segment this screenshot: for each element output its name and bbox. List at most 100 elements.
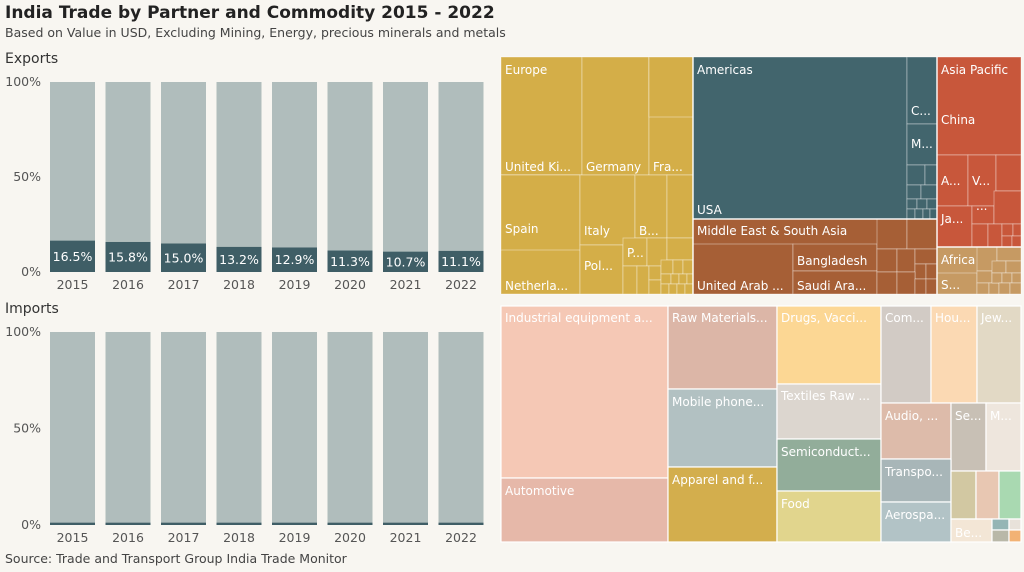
exports-value-label: 11.1% (441, 254, 481, 269)
exports-bar-bg (216, 82, 262, 272)
imports-bar (383, 522, 428, 525)
cell-small-5[interactable] (1008, 518, 1022, 531)
exports-xtick: 2020 (334, 277, 366, 292)
imports-xtick: 2022 (445, 530, 477, 545)
commodity-treemap (500, 305, 1022, 543)
imports-bar (161, 522, 206, 525)
exports-bar (383, 251, 428, 272)
exports-value-label: 15.0% (164, 250, 204, 265)
region-africa[interactable] (936, 246, 1022, 295)
source-note: Source: Trade and Transport Group India … (5, 551, 347, 566)
cell-industrial-equipment[interactable] (500, 305, 669, 479)
cell-small-2[interactable] (975, 470, 1000, 520)
label-food: Food (781, 497, 810, 511)
exports-bar (438, 250, 484, 272)
cell-aerospace[interactable] (880, 501, 952, 543)
imports-bar-bg (216, 332, 262, 525)
cell-m[interactable] (985, 402, 1022, 472)
imports-xtick: 2017 (168, 530, 200, 545)
imports-xtick: 2016 (112, 530, 144, 545)
imports-xtick: 2020 (334, 530, 366, 545)
exports-bar-bg (327, 82, 373, 272)
imports-bar-bg (383, 332, 428, 525)
cell-small-1[interactable] (950, 470, 977, 520)
label-germany: Germany (586, 160, 641, 174)
label-industrial-equipment: Industrial equipment a... (505, 311, 653, 325)
exports-bar-bg (161, 82, 206, 272)
exports-bar (50, 240, 95, 272)
region-americas[interactable] (692, 56, 938, 220)
exports-section-title: Exports (5, 51, 59, 67)
exports-xtick: 2021 (390, 277, 422, 292)
exports-bar-bg (50, 82, 95, 272)
exports-xtick: 2016 (112, 277, 144, 292)
cell-audio[interactable] (880, 402, 952, 460)
imports-xtick: 2021 (390, 530, 422, 545)
cell-small-6[interactable] (991, 529, 1010, 543)
label-americas: Americas (697, 63, 753, 77)
cell-small-4[interactable] (991, 518, 1010, 531)
label-uae: United Arab ... (697, 279, 784, 293)
cell-drugs-vaccines[interactable] (776, 305, 882, 385)
label-transport: Transpo... (884, 465, 943, 479)
exports-ytick: 50% (13, 169, 41, 184)
cell-food[interactable] (776, 490, 882, 543)
bar-charts: 0% 50% 100% 16.5% 2015 15.8% 2016 15.0% 2017 13.2… (5, 74, 484, 545)
exports-xtick: 2017 (168, 277, 200, 292)
label-middle-east-south-asia: Middle East & South Asia (697, 224, 847, 238)
exports-bar (327, 250, 373, 272)
exports-ytick: 0% (21, 264, 41, 279)
cell-automotive[interactable] (500, 477, 669, 543)
imports-bar-bg (105, 332, 151, 525)
label-jewelry: Jew... (980, 311, 1012, 325)
exports-bar (216, 246, 262, 272)
cell-small-3[interactable] (998, 470, 1022, 520)
cell-apparel[interactable] (667, 466, 778, 543)
label-netherlands: Netherla... (505, 279, 568, 293)
exports-value-label: 13.2% (219, 252, 259, 267)
exports-xtick: 2018 (223, 277, 255, 292)
label-poland: Pol... (584, 259, 613, 273)
imports-xtick: 2015 (57, 530, 89, 545)
label-drugs-vaccines: Drugs, Vacci... (781, 311, 867, 325)
label-australia: A... (941, 174, 960, 188)
exports-bar-bg (383, 82, 428, 272)
imports-bar-bg (161, 332, 206, 525)
label-asia-pacific: Asia Pacific (941, 63, 1008, 77)
label-m: M... (990, 409, 1012, 423)
label-south-africa: S... (941, 278, 960, 292)
imports-ytick: 100% (5, 324, 41, 339)
cell-small-7[interactable] (1008, 529, 1022, 543)
imports-bar (438, 522, 484, 525)
label-audio: Audio, ... (885, 409, 938, 423)
label-belgium: B... (639, 224, 659, 238)
imports-bar (327, 522, 373, 525)
label-saudi-arabia: Saudi Ara... (797, 279, 866, 293)
exports-bar (161, 243, 206, 272)
label-china: China (941, 113, 975, 127)
imports-bar (105, 522, 151, 525)
label-semiconductors: Semiconduct... (781, 445, 871, 459)
region-asia-pacific[interactable] (936, 56, 1022, 248)
cell-raw-materials[interactable] (667, 305, 778, 390)
label-automotive: Automotive (505, 484, 574, 498)
imports-bar (50, 522, 95, 525)
label-bangladesh: Bangladesh (797, 254, 867, 268)
region-middle-east-south-asia[interactable] (692, 218, 938, 295)
cell-transport[interactable] (880, 458, 952, 503)
imports-bar-bg (438, 332, 484, 525)
exports-xtick: 2019 (279, 277, 311, 292)
cell-household[interactable] (930, 305, 978, 404)
label-usa: USA (697, 203, 723, 217)
exports-xtick: 2015 (57, 277, 89, 292)
label-africa: Africa (941, 253, 975, 267)
label-france: Fra... (653, 160, 683, 174)
label-computers: Com... (885, 311, 924, 325)
exports-bar (272, 247, 317, 272)
exports-ytick: 100% (5, 74, 41, 89)
label-italy: Italy (584, 224, 610, 238)
cell-computers[interactable] (880, 305, 932, 404)
region-europe[interactable] (500, 56, 694, 295)
partner-treemap (500, 56, 1022, 295)
